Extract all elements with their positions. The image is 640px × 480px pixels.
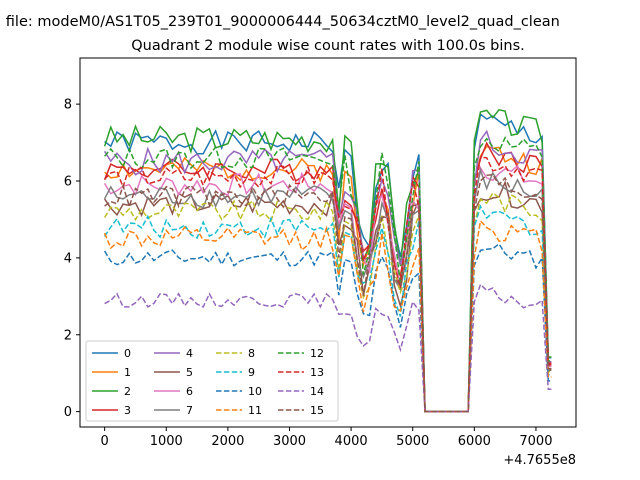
series-line-14: [104, 283, 552, 413]
legend-label-13: 13: [310, 366, 324, 379]
legend-label-9: 9: [248, 366, 255, 379]
series-line-9: [103, 204, 552, 413]
chart-suptitle: n file: modeM0/AS1T05_239T01_9000006444_…: [0, 14, 560, 30]
legend-label-8: 8: [248, 347, 255, 360]
y-tick-label: 0: [64, 405, 72, 420]
series-layer: [103, 108, 552, 413]
legend-label-11: 11: [248, 404, 262, 417]
legend-label-0: 0: [124, 347, 131, 360]
x-tick-label: 2000: [211, 434, 244, 449]
legend-label-3: 3: [124, 404, 131, 417]
legend-frame: [85, 340, 339, 422]
x-tick-label: 3000: [273, 434, 306, 449]
series-line-15: [104, 173, 552, 413]
legend-label-15: 15: [310, 404, 324, 417]
x-tick-label: 4000: [335, 434, 368, 449]
legend-label-12: 12: [310, 347, 324, 360]
y-tick-label: 8: [64, 98, 72, 113]
legend-label-4: 4: [186, 347, 193, 360]
legend-label-6: 6: [186, 385, 193, 398]
x-tick-label: 0: [101, 434, 109, 449]
y-tick-label: 6: [64, 175, 72, 190]
series-line-8: [103, 191, 552, 413]
series-line-3: [103, 141, 552, 413]
series-line-13: [104, 156, 552, 413]
legend-label-1: 1: [124, 366, 131, 379]
series-line-10: [103, 242, 552, 413]
x-tick-label: 5000: [396, 434, 429, 449]
series-line-2: [103, 108, 552, 413]
series-line-12: [104, 136, 552, 413]
y-ticks: 0 2 4 6 8: [64, 98, 80, 420]
legend-label-10: 10: [248, 385, 262, 398]
legend-label-7: 7: [186, 404, 193, 417]
x-tick-label: 7000: [519, 434, 552, 449]
y-tick-label: 4: [64, 251, 72, 266]
legend-label-14: 14: [310, 385, 324, 398]
series-line-11: [103, 219, 552, 413]
x-tick-label: 6000: [458, 434, 491, 449]
x-tick-label: 1000: [150, 434, 183, 449]
chart-title: Quadrant 2 module wise count rates with …: [131, 38, 525, 54]
x-offset-label: +4.7655e8: [503, 453, 576, 468]
y-tick-label: 2: [64, 328, 72, 343]
legend-label-2: 2: [124, 385, 131, 398]
x-ticks: 0 1000 2000 3000 4000 5000 6000 7000: [101, 427, 552, 449]
legend-label-5: 5: [186, 366, 193, 379]
